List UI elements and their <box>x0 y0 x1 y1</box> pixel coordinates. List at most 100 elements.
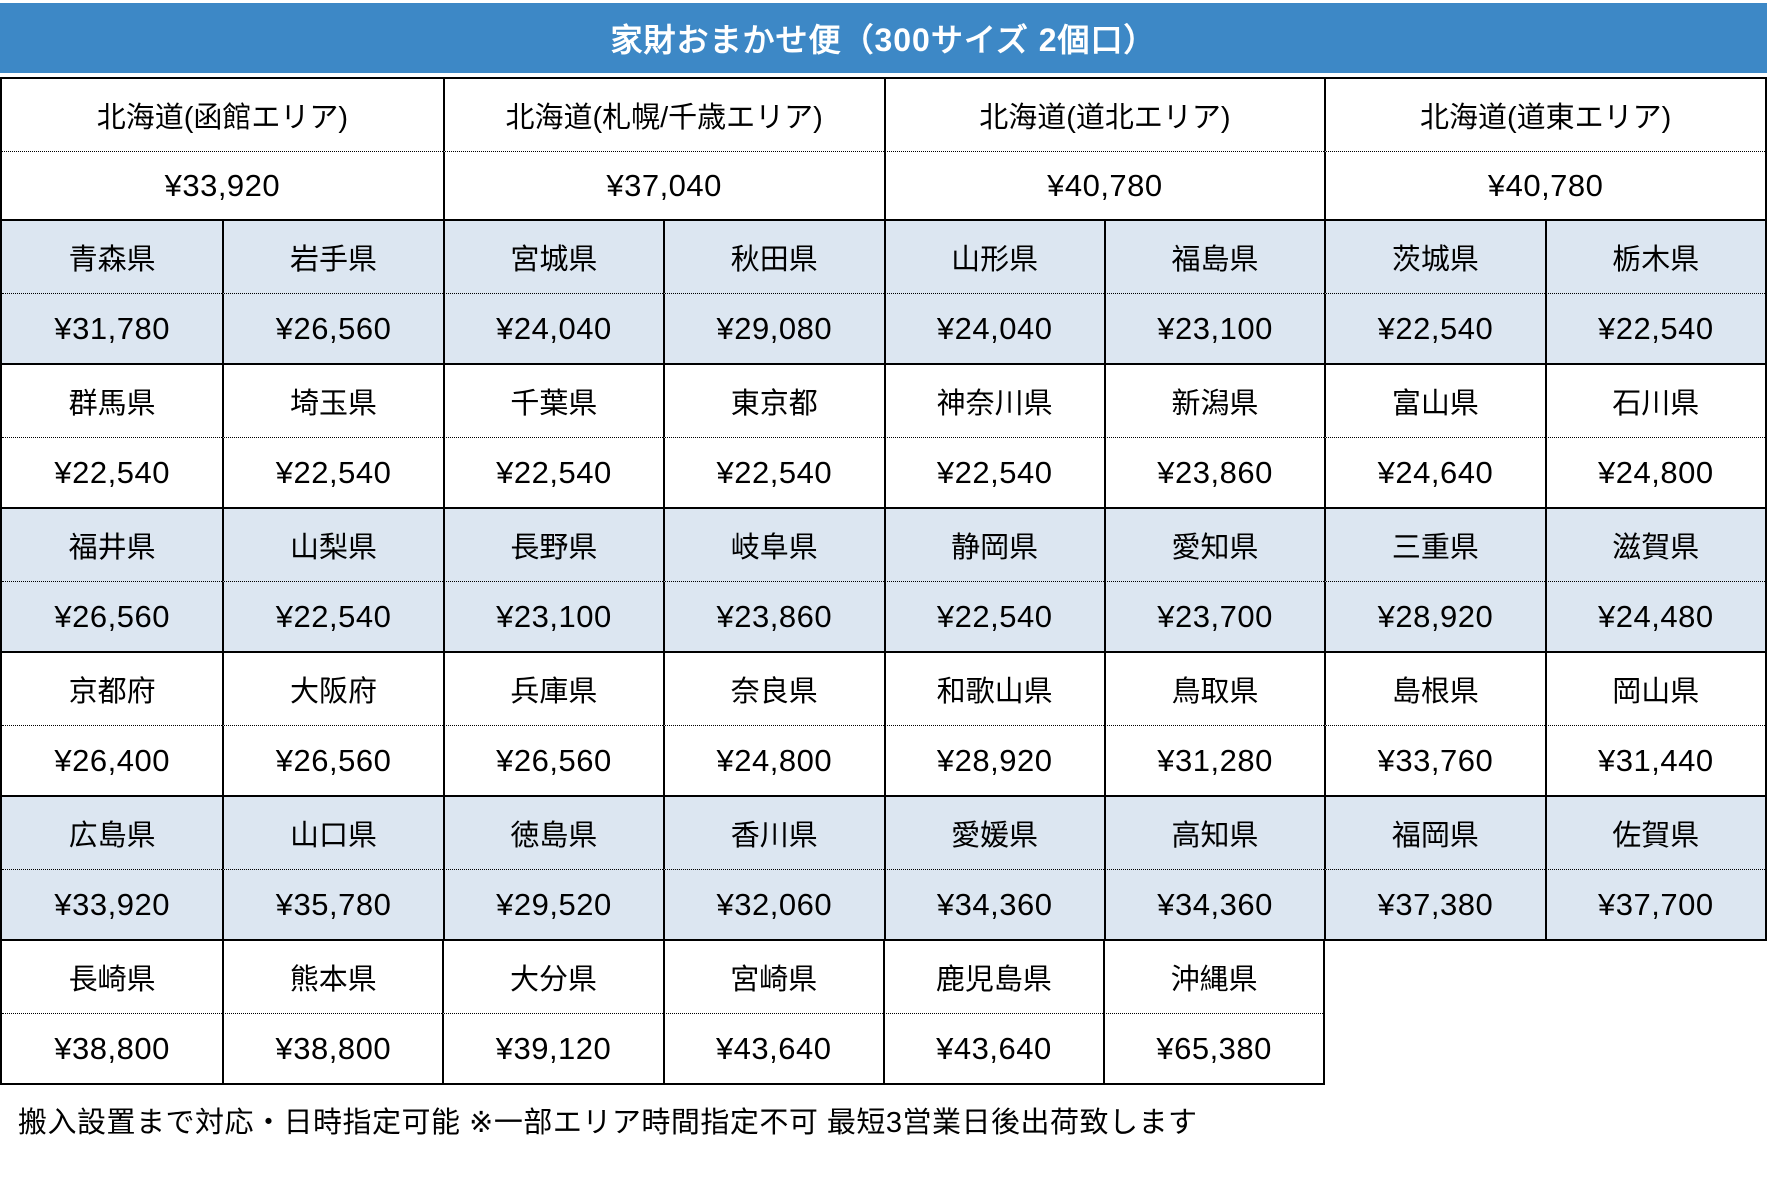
price-cell: ¥34,360 <box>1103 869 1325 939</box>
price-cell: ¥35,780 <box>222 869 443 939</box>
title-bar: 家財おまかせ便（300サイズ 2個口） <box>0 3 1767 73</box>
prefecture-cell: 新潟県 <box>1103 365 1324 437</box>
prefecture-group-5: 広島県 山口県 徳島県 香川県 愛媛県 高知県 福岡県 佐賀県 ¥33,920 ¥35,780 ¥2… <box>0 795 1767 941</box>
prefecture-group-6: 長崎県 熊本県 大分県 宮崎県 鹿児島県 沖縄県 ¥38,800 ¥38,800 ¥39,120… <box>0 941 1326 1085</box>
prefecture-cell: 東京都 <box>663 365 883 437</box>
footer-note: 搬入設置まで対応・日時指定可能 ※一部エリア時間指定不可 最短3営業日後出荷致し… <box>18 1107 1198 1139</box>
price-cell: ¥24,040 <box>883 293 1104 363</box>
prefecture-cell: 愛知県 <box>1103 509 1324 581</box>
price-cell: ¥28,920 <box>1324 581 1545 651</box>
area-cell: 北海道(道東エリア) <box>1324 79 1765 151</box>
prefecture-group-4: 京都府 大阪府 兵庫県 奈良県 和歌山県 鳥取県 島根県 岡山県 ¥26,400 ¥26,560 ¥… <box>0 651 1767 795</box>
price-cell: ¥31,280 <box>1103 725 1325 795</box>
prefecture-group-2: 群馬県 埼玉県 千葉県 東京都 神奈川県 新潟県 富山県 石川県 ¥22,540 ¥22,540 ¥… <box>0 363 1767 507</box>
price-cell: ¥37,380 <box>1324 869 1545 939</box>
prefecture-cell: 広島県 <box>68 820 156 852</box>
price-cell: ¥24,040 <box>442 293 664 363</box>
price-sheet: 家財おまかせ便（300サイズ 2個口） 北海道(函館エリア) 北海道(札幌/千歳エ… <box>0 3 1767 1141</box>
price-cell: ¥33,920 <box>2 869 223 939</box>
prefecture-group-1: 青森県 岩手県 宮城県 秋田県 山形県 福島県 茨城県 栃木県 ¥31,780 ¥26,560 ¥2… <box>0 219 1767 363</box>
prefecture-cell: 千葉県 <box>442 365 663 437</box>
prefecture-cell: 長崎県 <box>68 964 156 996</box>
price-cell: ¥34,360 <box>883 869 1104 939</box>
prefecture-cell: 和歌山県 <box>883 653 1104 725</box>
price-cell: ¥40,780 <box>1324 151 1765 219</box>
prefecture-cell: 兵庫県 <box>442 653 663 725</box>
price-cell: ¥22,540 <box>1324 293 1545 363</box>
prefecture-cell: 福島県 <box>1103 221 1324 293</box>
price-cell: ¥40,780 <box>883 151 1325 219</box>
price-cell: ¥31,780 <box>2 293 223 363</box>
prefecture-cell: 群馬県 <box>68 388 156 420</box>
prefecture-cell: 宮城県 <box>442 221 663 293</box>
prefecture-cell: 岡山県 <box>1544 653 1765 725</box>
price-cell: ¥33,920 <box>2 151 443 219</box>
prefecture-cell: 岩手県 <box>222 221 442 293</box>
prefecture-cell: 福井県 <box>68 532 156 564</box>
prefecture-cell: 神奈川県 <box>883 365 1104 437</box>
hokkaido-group: 北海道(函館エリア) 北海道(札幌/千歳エリア) 北海道(道北エリア) 北海道(道東エ… <box>0 77 1767 219</box>
price-cell: ¥22,540 <box>2 437 223 507</box>
price-cell: ¥22,540 <box>1544 293 1765 363</box>
prefecture-cell: 岐阜県 <box>663 509 883 581</box>
price-cell: ¥23,700 <box>1103 581 1325 651</box>
price-cell: ¥22,540 <box>222 581 443 651</box>
price-cell: ¥22,540 <box>883 581 1104 651</box>
prefecture-cell: 茨城県 <box>1324 221 1544 293</box>
price-table: 北海道(函館エリア) 北海道(札幌/千歳エリア) 北海道(道北エリア) 北海道(道東エ… <box>0 77 1767 1085</box>
price-cell: ¥24,640 <box>1324 437 1545 507</box>
prefecture-cell: 秋田県 <box>663 221 883 293</box>
prefecture-cell: 鹿児島県 <box>882 941 1103 1013</box>
prefecture-cell: 大分県 <box>442 941 662 1013</box>
prefecture-cell: 富山県 <box>1324 365 1544 437</box>
prefecture-cell: 奈良県 <box>663 653 883 725</box>
prefecture-cell: 佐賀県 <box>1544 797 1765 869</box>
prefecture-cell: 長野県 <box>442 509 663 581</box>
price-cell: ¥24,800 <box>1544 437 1765 507</box>
prefecture-cell: 愛媛県 <box>883 797 1104 869</box>
price-cell: ¥38,800 <box>2 1013 223 1083</box>
price-cell: ¥22,540 <box>663 437 884 507</box>
prefecture-cell: 高知県 <box>1103 797 1324 869</box>
prefecture-cell: 埼玉県 <box>222 365 442 437</box>
price-cell: ¥26,560 <box>2 581 223 651</box>
prefecture-cell: 青森県 <box>68 244 156 276</box>
price-cell: ¥37,700 <box>1544 869 1765 939</box>
prefecture-cell: 大阪府 <box>222 653 442 725</box>
prefecture-cell: 島根県 <box>1324 653 1544 725</box>
price-cell: ¥23,860 <box>663 581 884 651</box>
price-cell: ¥43,640 <box>662 1013 883 1083</box>
prefecture-cell: 山梨県 <box>222 509 442 581</box>
prefecture-cell: 石川県 <box>1544 365 1765 437</box>
price-cell: ¥31,440 <box>1544 725 1765 795</box>
price-cell: ¥39,120 <box>442 1013 663 1083</box>
price-cell: ¥28,920 <box>883 725 1104 795</box>
price-cell: ¥22,540 <box>222 437 443 507</box>
price-cell: ¥23,860 <box>1103 437 1325 507</box>
price-cell: ¥29,080 <box>663 293 884 363</box>
price-cell: ¥22,540 <box>442 437 664 507</box>
price-cell: ¥65,380 <box>1103 1013 1324 1083</box>
prefecture-cell: 栃木県 <box>1544 221 1765 293</box>
area-cell: 北海道(札幌/千歳エリア) <box>442 79 884 151</box>
price-cell: ¥24,800 <box>663 725 884 795</box>
price-cell: ¥26,560 <box>222 725 443 795</box>
price-cell: ¥37,040 <box>442 151 884 219</box>
prefecture-cell: 三重県 <box>1324 509 1544 581</box>
price-cell: ¥23,100 <box>1103 293 1325 363</box>
price-cell: ¥23,100 <box>442 581 664 651</box>
price-cell: ¥29,520 <box>442 869 664 939</box>
prefecture-cell: 徳島県 <box>442 797 663 869</box>
prefecture-cell: 山形県 <box>883 221 1104 293</box>
prefecture-cell: 香川県 <box>663 797 883 869</box>
prefecture-cell: 静岡県 <box>883 509 1104 581</box>
price-cell: ¥32,060 <box>663 869 884 939</box>
price-cell: ¥33,760 <box>1324 725 1545 795</box>
prefecture-cell: 山口県 <box>222 797 442 869</box>
price-cell: ¥26,400 <box>2 725 223 795</box>
prefecture-cell: 宮崎県 <box>662 941 883 1013</box>
prefecture-group-3: 福井県 山梨県 長野県 岐阜県 静岡県 愛知県 三重県 滋賀県 ¥26,560 ¥22,540 ¥2… <box>0 507 1767 651</box>
area-cell: 北海道(道北エリア) <box>883 79 1325 151</box>
price-cell: ¥26,560 <box>222 293 443 363</box>
area-cell: 北海道(函館エリア) <box>96 102 349 134</box>
